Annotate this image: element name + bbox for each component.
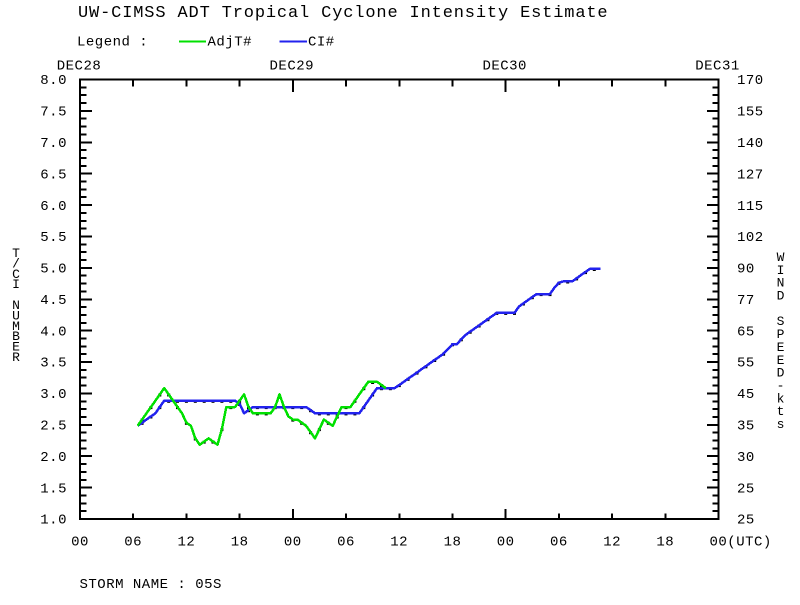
svg-text:4.0: 4.0	[40, 324, 67, 340]
svg-text:00: 00	[497, 535, 515, 551]
svg-text:00: 00	[71, 535, 89, 551]
svg-text:3.0: 3.0	[40, 387, 67, 403]
svg-text:35: 35	[737, 419, 755, 435]
svg-text:12: 12	[390, 535, 408, 551]
svg-text:2.5: 2.5	[40, 419, 67, 435]
svg-text:k: k	[777, 391, 785, 406]
svg-text:5.5: 5.5	[40, 230, 67, 246]
svg-text:18: 18	[444, 535, 462, 551]
svg-text:7.5: 7.5	[40, 105, 67, 121]
svg-text:D: D	[777, 366, 785, 381]
svg-text:00: 00	[284, 535, 302, 551]
svg-text:DEC29: DEC29	[270, 59, 315, 75]
svg-text:N: N	[777, 276, 785, 291]
svg-text:102: 102	[737, 230, 764, 246]
svg-text:7.0: 7.0	[40, 136, 67, 152]
svg-text:8.0: 8.0	[40, 73, 67, 89]
svg-text:00(UTC): 00(UTC)	[710, 535, 772, 551]
svg-text:5.0: 5.0	[40, 262, 67, 278]
svg-text:/: /	[12, 256, 20, 271]
svg-text:06: 06	[337, 535, 355, 551]
svg-text:R: R	[12, 350, 20, 365]
svg-text:25: 25	[737, 513, 755, 529]
svg-text:Legend :: Legend :	[77, 35, 148, 51]
svg-text:W: W	[777, 250, 785, 265]
svg-text:E: E	[12, 340, 20, 355]
svg-text:I: I	[777, 263, 785, 278]
svg-text:65: 65	[737, 324, 755, 340]
svg-text:N: N	[12, 298, 20, 313]
svg-text:170: 170	[737, 73, 764, 89]
svg-text:90: 90	[737, 262, 755, 278]
svg-text:-: -	[777, 379, 785, 394]
svg-text:18: 18	[231, 535, 249, 551]
svg-text:18: 18	[656, 535, 674, 551]
svg-text:S: S	[777, 314, 785, 329]
svg-text:E: E	[777, 340, 785, 355]
svg-text:6.0: 6.0	[40, 199, 67, 215]
svg-text:CI#: CI#	[308, 35, 335, 51]
svg-text:06: 06	[124, 535, 142, 551]
svg-text:M: M	[12, 319, 20, 334]
svg-text:AdjT#: AdjT#	[208, 35, 253, 51]
svg-text:D: D	[777, 289, 785, 304]
svg-text:DEC30: DEC30	[482, 59, 527, 75]
svg-text:140: 140	[737, 136, 764, 152]
svg-text:45: 45	[737, 387, 755, 403]
svg-text:T: T	[12, 246, 20, 261]
svg-text:s: s	[777, 417, 785, 432]
svg-text:4.5: 4.5	[40, 293, 67, 309]
svg-text:25: 25	[737, 481, 755, 497]
svg-text:12: 12	[177, 535, 195, 551]
svg-text:127: 127	[737, 167, 764, 183]
svg-text:12: 12	[603, 535, 621, 551]
svg-text:55: 55	[737, 356, 755, 372]
svg-text:U: U	[12, 308, 20, 323]
svg-text:30: 30	[737, 450, 755, 466]
svg-text:DEC28: DEC28	[57, 59, 102, 75]
svg-text:3.5: 3.5	[40, 356, 67, 372]
svg-text:DEC31: DEC31	[695, 59, 740, 75]
svg-text:I: I	[12, 277, 20, 292]
svg-text:C: C	[12, 267, 20, 282]
svg-text:1.5: 1.5	[40, 481, 67, 497]
svg-text:UW-CIMSS ADT Tropical Cyclone: UW-CIMSS ADT Tropical Cyclone Intensity …	[78, 4, 608, 23]
svg-text:115: 115	[737, 199, 764, 215]
svg-text:2.0: 2.0	[40, 450, 67, 466]
svg-text:E: E	[777, 353, 785, 368]
svg-text:155: 155	[737, 105, 764, 121]
svg-text:6.5: 6.5	[40, 167, 67, 183]
svg-text:1.0: 1.0	[40, 513, 67, 529]
svg-text:t: t	[777, 404, 785, 419]
svg-text:B: B	[12, 329, 20, 344]
svg-text:77: 77	[737, 293, 755, 309]
svg-text:P: P	[777, 327, 785, 342]
svg-text:STORM NAME : 05S: STORM NAME : 05S	[80, 577, 222, 593]
svg-text:06: 06	[550, 535, 568, 551]
